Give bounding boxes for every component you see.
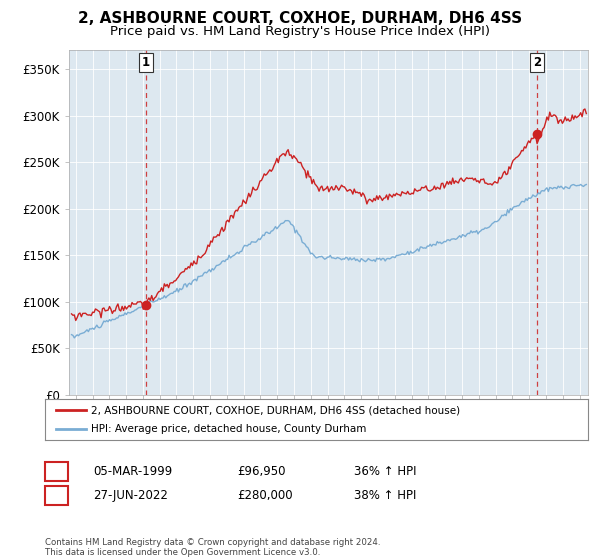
Text: 2, ASHBOURNE COURT, COXHOE, DURHAM, DH6 4SS (detached house): 2, ASHBOURNE COURT, COXHOE, DURHAM, DH6 … xyxy=(91,405,460,415)
Text: Price paid vs. HM Land Registry's House Price Index (HPI): Price paid vs. HM Land Registry's House … xyxy=(110,25,490,38)
Text: 36% ↑ HPI: 36% ↑ HPI xyxy=(354,465,416,478)
Text: 2, ASHBOURNE COURT, COXHOE, DURHAM, DH6 4SS: 2, ASHBOURNE COURT, COXHOE, DURHAM, DH6 … xyxy=(78,11,522,26)
Text: 2: 2 xyxy=(52,489,61,502)
Text: 38% ↑ HPI: 38% ↑ HPI xyxy=(354,489,416,502)
Text: £96,950: £96,950 xyxy=(237,465,286,478)
Text: Contains HM Land Registry data © Crown copyright and database right 2024.
This d: Contains HM Land Registry data © Crown c… xyxy=(45,538,380,557)
Text: 27-JUN-2022: 27-JUN-2022 xyxy=(93,489,168,502)
Text: 2: 2 xyxy=(533,55,541,68)
Text: £280,000: £280,000 xyxy=(237,489,293,502)
Text: 05-MAR-1999: 05-MAR-1999 xyxy=(93,465,172,478)
Text: 1: 1 xyxy=(52,465,61,478)
Text: 1: 1 xyxy=(142,55,150,68)
Text: HPI: Average price, detached house, County Durham: HPI: Average price, detached house, Coun… xyxy=(91,424,367,433)
